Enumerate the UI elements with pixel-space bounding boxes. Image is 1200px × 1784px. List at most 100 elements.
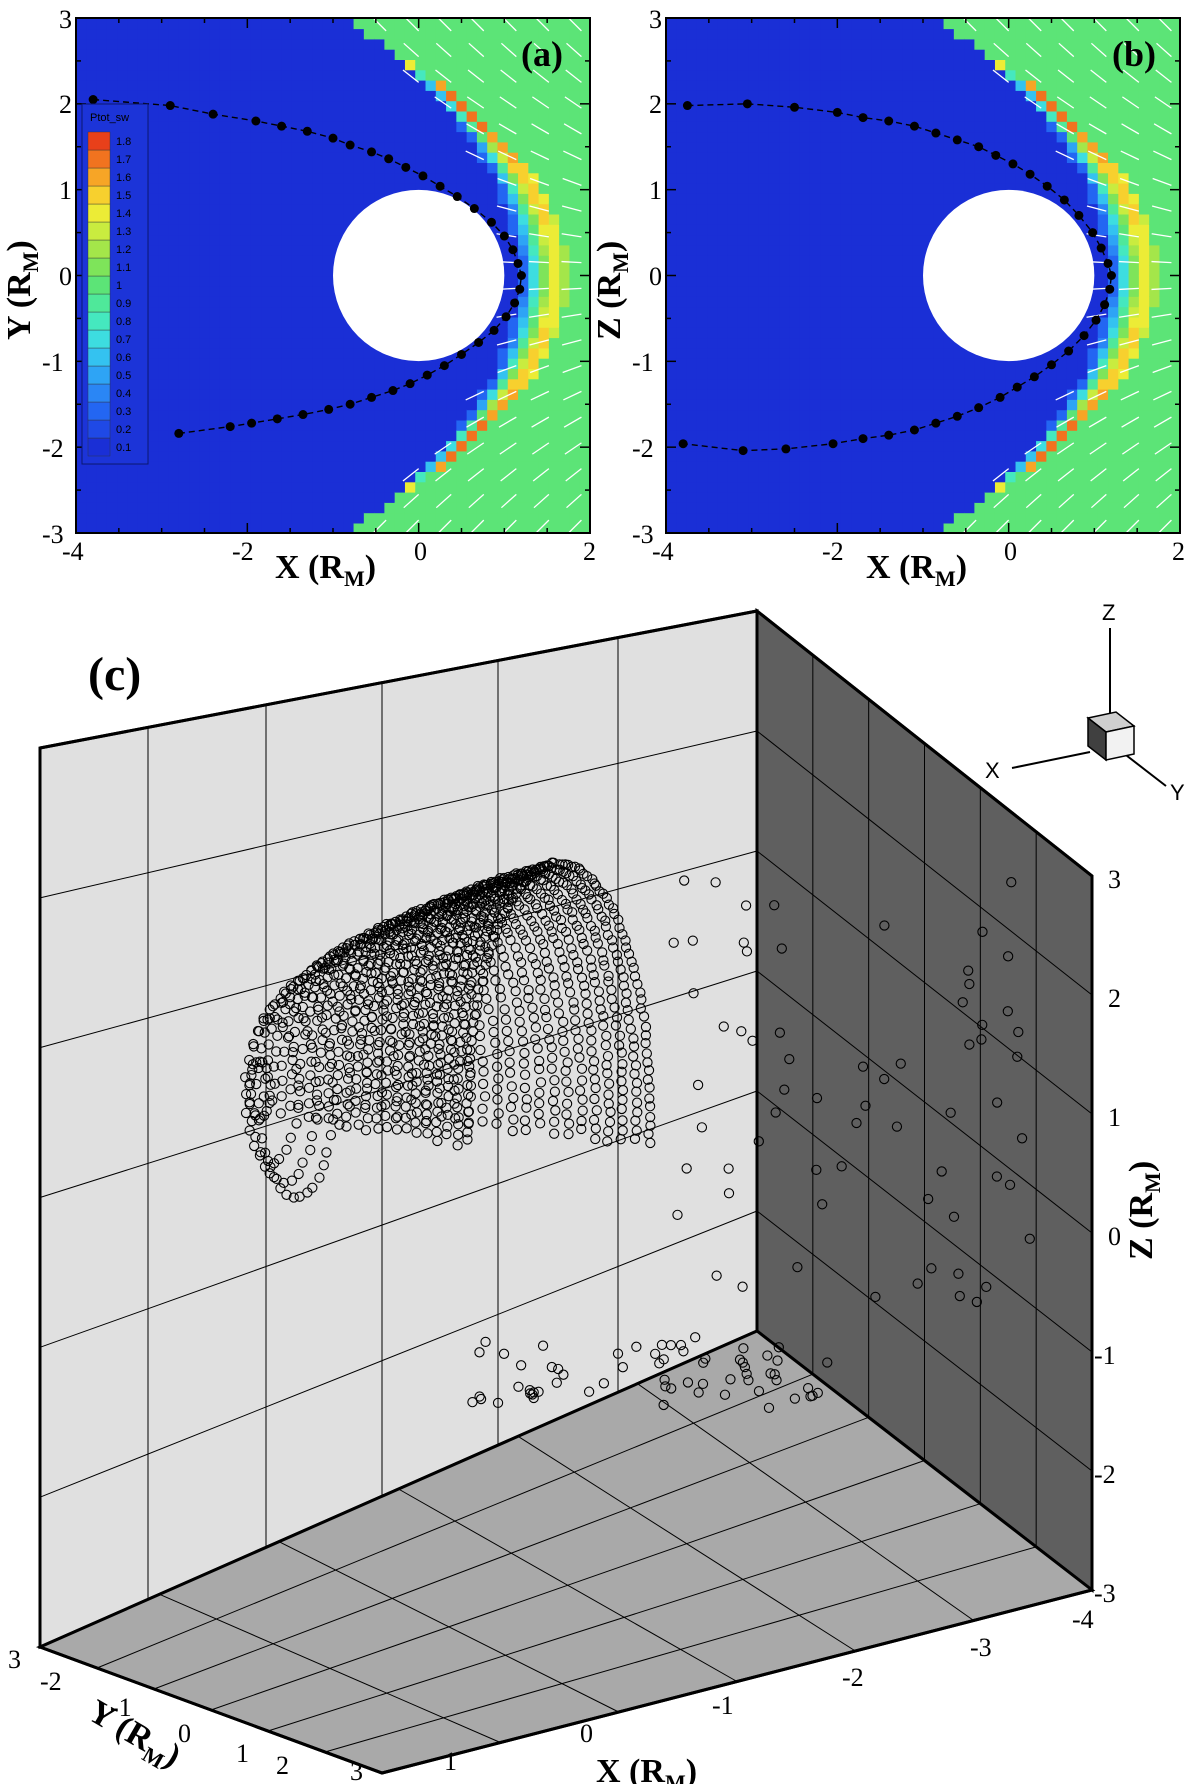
field-cell [676,316,688,328]
field-cell [809,193,821,205]
field-cell [799,368,811,380]
field-cell [707,224,719,236]
field-cell [240,90,252,102]
field-cell [271,234,283,246]
field-cell [912,100,924,112]
field-cell [666,254,678,266]
field-cell [881,69,893,81]
field-cell [779,357,791,369]
field-cell [528,285,540,297]
field-cell [96,69,108,81]
field-cell [271,522,283,533]
field-cell [291,399,303,411]
field-cell [291,254,303,266]
field-cell [892,182,904,194]
field-cell [147,59,160,71]
field-cell [902,337,914,349]
field-cell [717,285,729,297]
field-cell [507,79,519,91]
field-cell [820,172,832,184]
field-cell [943,368,955,380]
field-cell [686,213,698,225]
field-cell [569,440,581,452]
field-cell [240,18,252,30]
field-cell [707,203,719,215]
field-cell [476,491,488,503]
field-cell [446,162,458,174]
field-cell [1097,90,1109,102]
field-cell [240,38,252,50]
field-cell [456,28,468,40]
field-cell [302,450,314,462]
field-cell [666,172,678,184]
field-cell [923,213,935,225]
field-cell [666,90,678,102]
y-tick-label: 3 [59,5,72,34]
magnetopause-point [515,284,525,294]
field-cell [250,203,262,215]
field-cell [507,440,519,452]
field-cell [579,440,590,452]
field-cell [497,131,509,143]
field-cell [912,182,924,194]
field-cell [994,378,1007,390]
field-cell [1118,48,1130,60]
field-cell [384,18,396,30]
field-cell [707,512,719,524]
field-cell [528,450,540,462]
field-cell [830,59,842,71]
field-cell [851,481,863,493]
flow-vector [466,442,485,455]
field-cell [727,69,739,81]
field-cell [76,491,88,503]
field-cell [984,48,996,60]
field-cell [466,450,478,462]
field-cell [881,522,893,533]
field-cell [789,265,801,277]
field-cell [758,285,770,297]
field-cell [230,306,242,318]
field-cell [394,100,406,112]
magnetopause-point [439,361,449,371]
colorbar-label: 0.2 [116,424,131,436]
field-cell [199,491,211,503]
field-cell [1005,388,1017,400]
field-cell [758,409,770,421]
colorbar-swatch [87,185,111,205]
field-cell [302,172,314,184]
field-cell [871,172,883,184]
field-cell [768,491,780,503]
field-cell [892,378,904,390]
field-cell [686,18,698,30]
field-cell [158,347,170,359]
field-cell [189,182,201,194]
field-cell [147,224,160,236]
field-cell [291,69,303,81]
field-cell [686,316,698,328]
field-cell [96,512,108,524]
field-cell [219,79,231,91]
field-cell [809,100,821,112]
field-cell [1118,491,1130,503]
field-cell [271,399,283,411]
field-cell [830,502,842,514]
field-cell [1056,162,1068,174]
field-cell [737,224,750,236]
field-cell [487,430,499,442]
field-cell [456,460,468,472]
field-cell [943,481,955,493]
field-cell [912,162,924,174]
field-cell [106,491,118,503]
magnetopause-point [510,298,520,308]
field-cell [548,193,560,205]
field-cell [923,388,935,400]
field-cell [528,460,540,472]
flow-vector [372,519,387,533]
field-cell [820,151,832,163]
field-cell [912,79,924,91]
field-cell [1056,440,1068,452]
field-cell [881,90,893,102]
field-cell [1077,440,1089,452]
field-cell [569,38,581,50]
field-cell [830,234,842,246]
